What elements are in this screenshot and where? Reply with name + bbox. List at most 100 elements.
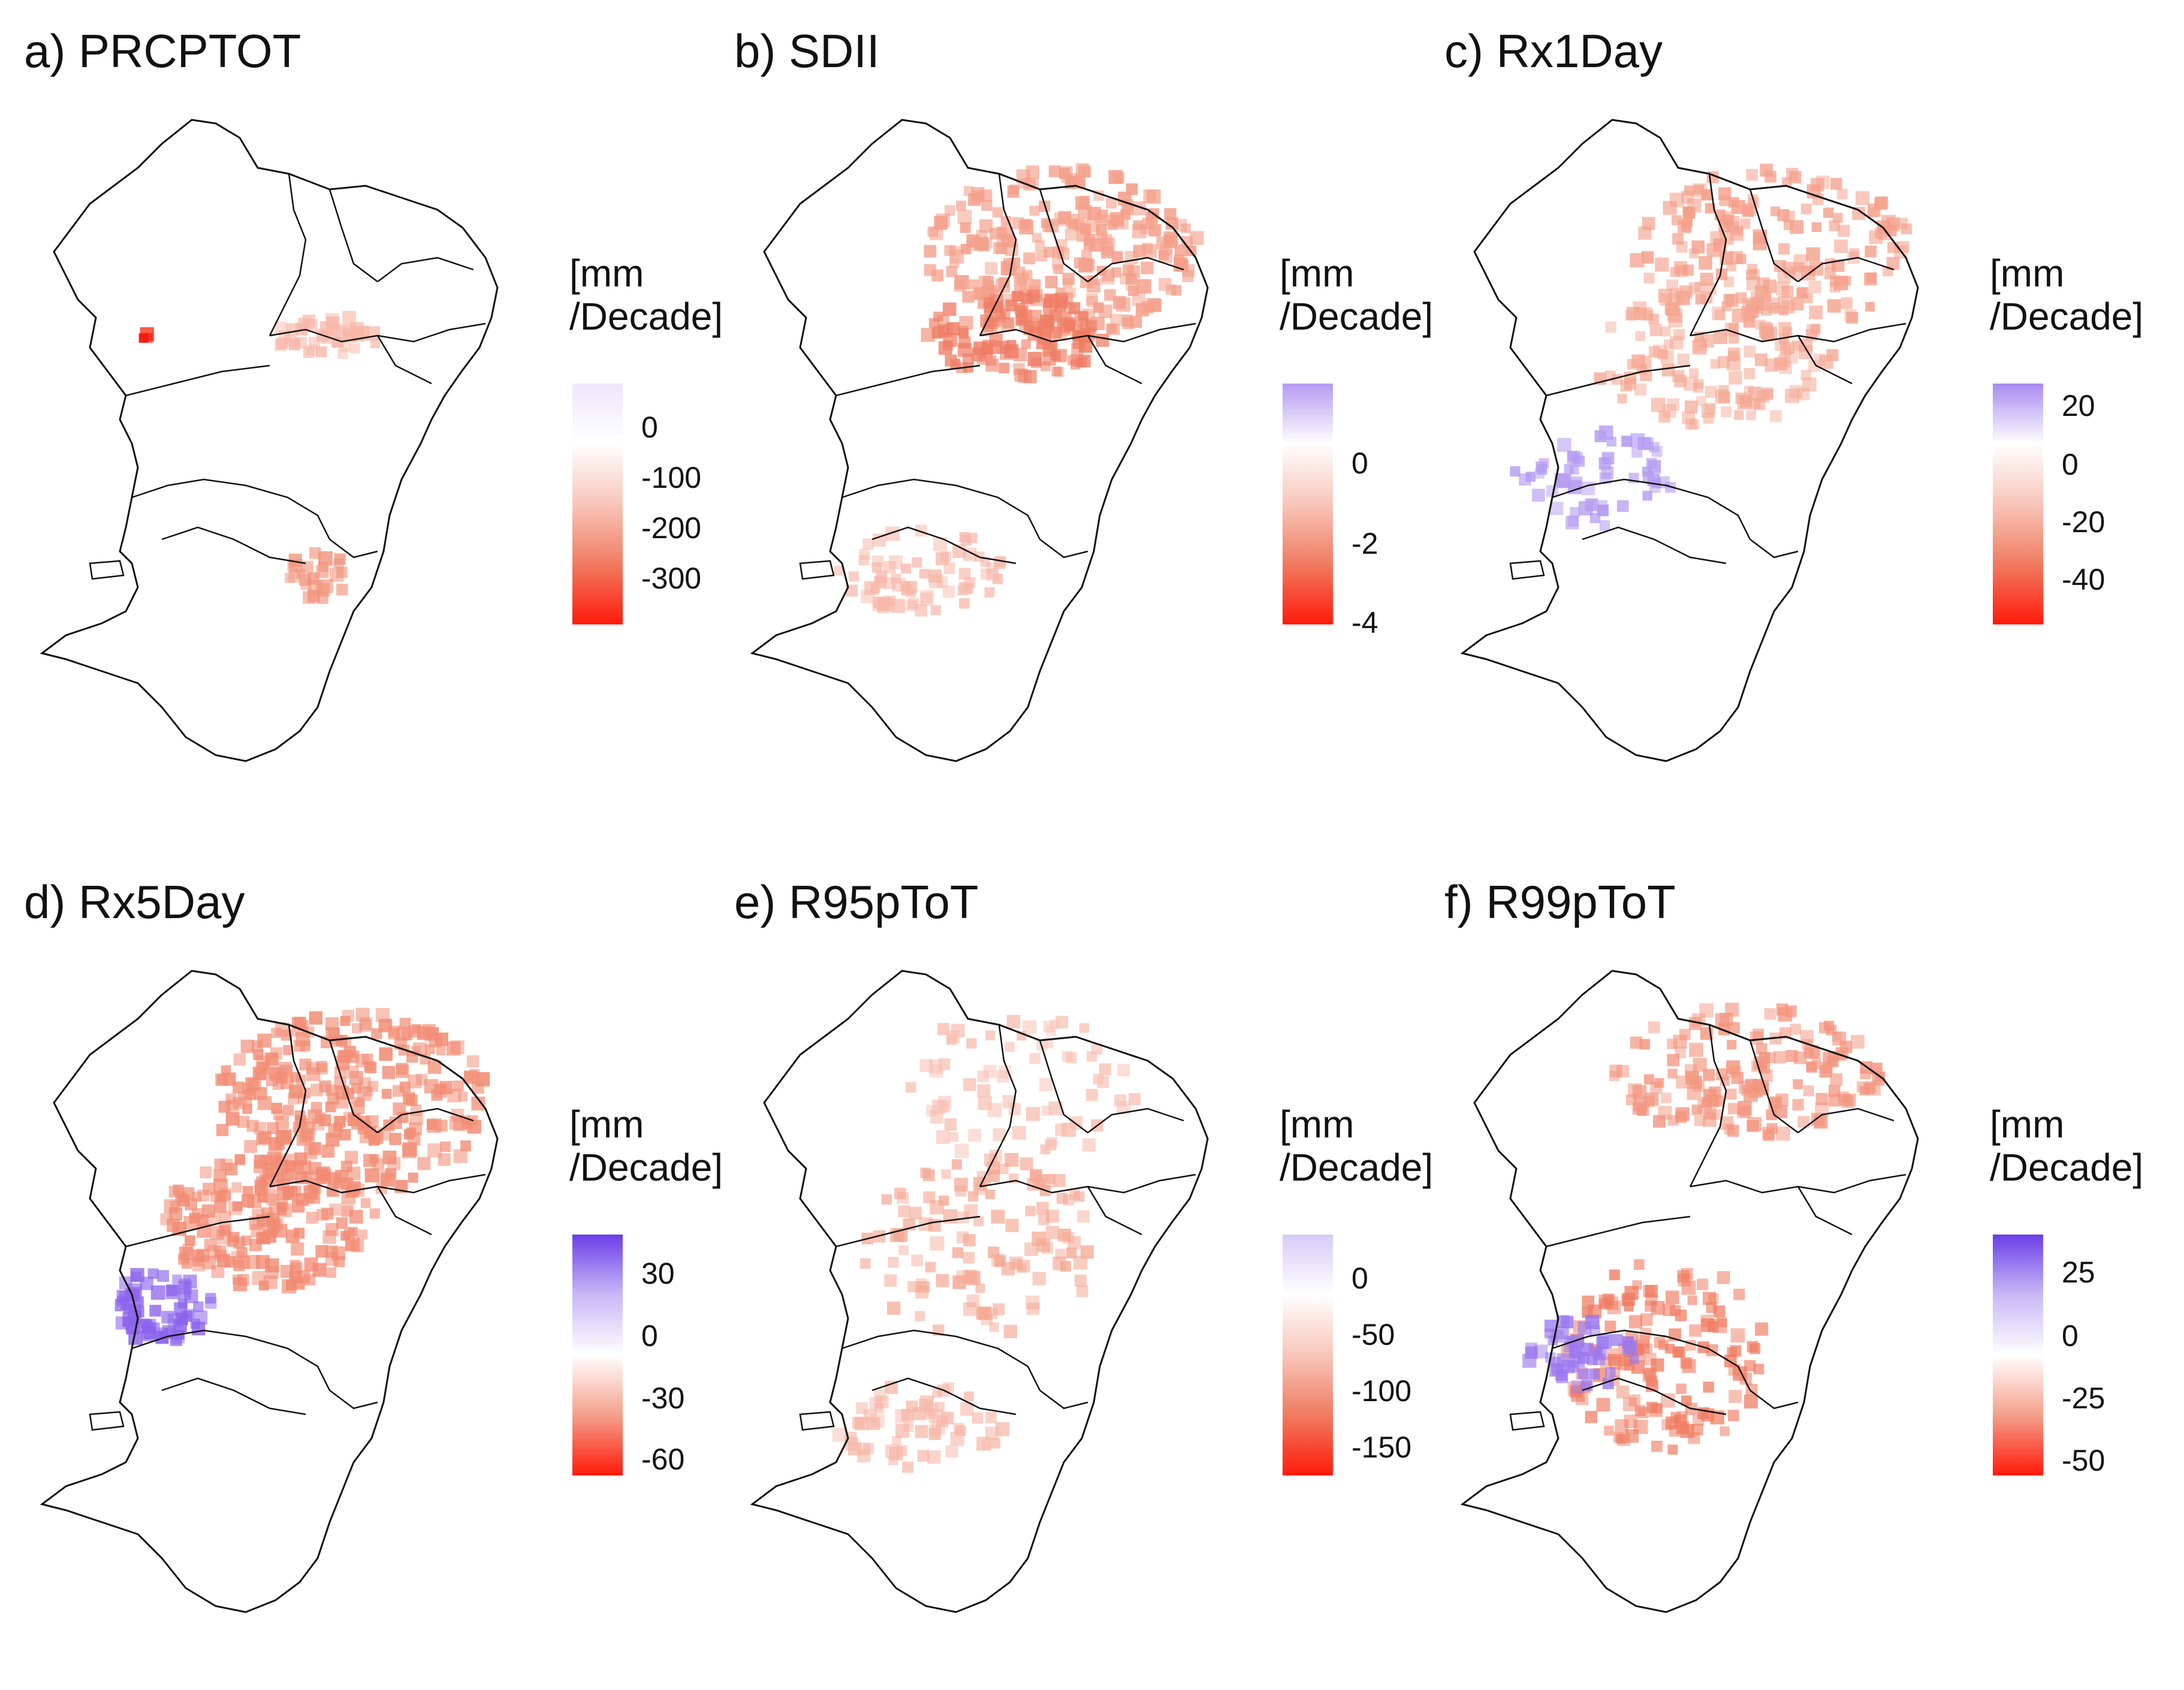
grid-cell bbox=[1051, 366, 1061, 376]
grid-cell bbox=[308, 1142, 321, 1155]
enclave-outline bbox=[799, 1411, 835, 1431]
grid-cell bbox=[1715, 1013, 1730, 1028]
grid-cell bbox=[225, 1163, 238, 1175]
legend-unit-line1: [mm bbox=[569, 252, 644, 295]
grid-cell bbox=[927, 1450, 941, 1464]
grid-cell bbox=[1785, 388, 1799, 403]
grid-cell bbox=[894, 1187, 906, 1199]
legend-unit-line2: /Decade] bbox=[569, 1146, 723, 1189]
grid-cell bbox=[1826, 349, 1839, 361]
legend-unit: [mm /Decade] bbox=[569, 1103, 723, 1189]
grid-cell bbox=[1013, 348, 1027, 361]
grid-cell bbox=[294, 1110, 305, 1121]
grid-cell bbox=[234, 1154, 245, 1165]
region-outline bbox=[40, 970, 499, 1613]
grid-cell bbox=[224, 1256, 237, 1268]
grid-cell bbox=[933, 537, 948, 551]
grid-cell bbox=[1076, 163, 1089, 177]
grid-cell bbox=[1565, 516, 1579, 530]
grid-cell bbox=[237, 1115, 250, 1128]
grid-cell bbox=[337, 348, 348, 359]
grid-cell bbox=[1546, 485, 1558, 497]
grid-cell bbox=[285, 1168, 297, 1180]
grid-cell bbox=[215, 1191, 225, 1201]
grid-cell bbox=[410, 1104, 422, 1116]
grid-cell bbox=[937, 325, 949, 337]
grid-cell bbox=[306, 1212, 318, 1224]
grid-cell bbox=[1085, 1089, 1098, 1101]
grid-cell bbox=[408, 1172, 418, 1183]
grid-cell bbox=[933, 312, 943, 322]
state-border bbox=[161, 526, 306, 565]
grid-cell bbox=[1655, 257, 1669, 272]
grid-cell bbox=[1624, 378, 1636, 390]
state-border bbox=[329, 1390, 378, 1410]
grid-cell bbox=[1746, 169, 1758, 181]
grid-cell bbox=[1782, 326, 1793, 336]
trend-cluster-central-core bbox=[860, 1152, 1094, 1338]
grid-cell bbox=[1062, 1051, 1073, 1062]
state-border bbox=[1087, 1107, 1184, 1133]
grid-cell bbox=[1578, 501, 1593, 516]
grid-cell bbox=[255, 1184, 266, 1196]
grid-cell bbox=[1616, 500, 1629, 512]
grid-cell bbox=[216, 1124, 229, 1136]
grid-cell bbox=[921, 328, 935, 342]
grid-cell bbox=[1727, 1103, 1739, 1115]
legend-unit: [mm /Decade] bbox=[1990, 1103, 2143, 1189]
grid-cell bbox=[968, 1128, 981, 1142]
grid-cell bbox=[1019, 220, 1034, 235]
grid-cell bbox=[848, 1442, 861, 1456]
grid-cell bbox=[1171, 285, 1182, 296]
grid-cell bbox=[320, 1173, 331, 1185]
grid-cell bbox=[233, 1081, 245, 1094]
colorbar-tick: -30 bbox=[641, 1381, 685, 1415]
grid-cell bbox=[375, 1008, 390, 1022]
colorbar-tick: -2 bbox=[1352, 527, 1378, 560]
grid-cell bbox=[1642, 491, 1652, 501]
grid-cell bbox=[325, 1017, 339, 1031]
grid-cell bbox=[1589, 1368, 1600, 1380]
grid-cell bbox=[1082, 259, 1095, 271]
grid-cell bbox=[1667, 301, 1681, 315]
grid-cell bbox=[1617, 394, 1627, 404]
grid-cell bbox=[1022, 1020, 1037, 1034]
state-border bbox=[161, 1377, 306, 1416]
grid-cell bbox=[218, 1223, 232, 1237]
grid-cell bbox=[1012, 1126, 1026, 1140]
grid-cell bbox=[1676, 1075, 1689, 1089]
grid-cell bbox=[1664, 1344, 1675, 1354]
grid-cell bbox=[903, 1421, 914, 1432]
grid-cell bbox=[1661, 363, 1675, 377]
grid-cell bbox=[1645, 1300, 1656, 1312]
grid-cell bbox=[895, 1409, 910, 1423]
grid-cell bbox=[1639, 1039, 1650, 1050]
grid-cell bbox=[1872, 1073, 1885, 1086]
grid-cell bbox=[964, 1391, 974, 1402]
grid-cell bbox=[1121, 315, 1133, 327]
grid-cell bbox=[1720, 1426, 1730, 1436]
colorbar bbox=[1283, 384, 1333, 624]
grid-cell bbox=[887, 1301, 901, 1315]
grid-cell bbox=[973, 1176, 987, 1191]
grid-cell bbox=[204, 1239, 217, 1252]
grid-cell bbox=[884, 1274, 897, 1287]
grid-cell bbox=[1062, 1232, 1075, 1244]
grid-cell bbox=[1761, 388, 1773, 400]
grid-cell bbox=[1724, 1124, 1735, 1135]
grid-cell bbox=[1697, 1099, 1712, 1113]
grid-cell bbox=[1646, 458, 1657, 469]
grid-cell bbox=[1621, 435, 1633, 447]
grid-cell bbox=[257, 1033, 272, 1048]
state-border bbox=[125, 364, 270, 397]
grid-cell bbox=[1752, 1028, 1764, 1040]
grid-cell bbox=[1790, 220, 1804, 234]
grid-cell bbox=[249, 1217, 263, 1230]
grid-cell bbox=[325, 1267, 337, 1278]
colorbar bbox=[1283, 1235, 1333, 1475]
grid-cell bbox=[1666, 1290, 1679, 1304]
grid-cell bbox=[852, 1417, 864, 1429]
grid-cell bbox=[122, 1312, 137, 1327]
grid-cell bbox=[1677, 353, 1690, 366]
grid-cell bbox=[1696, 396, 1706, 406]
